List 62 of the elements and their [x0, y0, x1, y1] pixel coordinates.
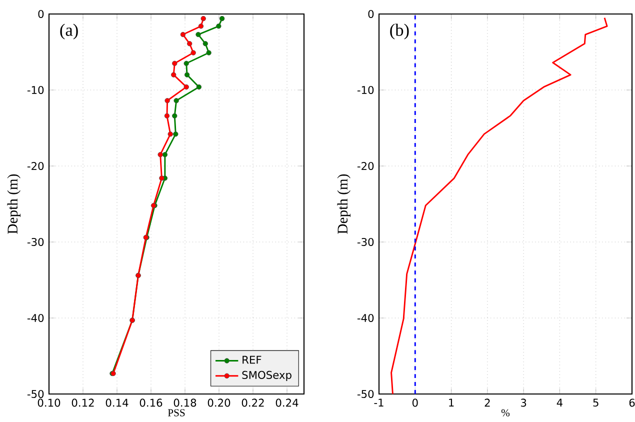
- point: [164, 98, 170, 104]
- y-tick-label: -10: [27, 86, 44, 94]
- y-axis-title: Depth (m): [7, 174, 20, 234]
- x-tick-label: 4: [556, 398, 562, 406]
- x-tick-label: 0.14: [106, 398, 128, 407]
- point: [198, 24, 204, 29]
- point: [158, 152, 163, 158]
- x-tick-label: 0.18: [174, 398, 196, 407]
- x-tick-label: 0.22: [242, 398, 264, 407]
- y-tick-label: -30: [27, 238, 44, 246]
- annotation: (b): [390, 24, 409, 40]
- legend-label: REF: [242, 356, 262, 364]
- line-series: [390, 17, 608, 394]
- point: [206, 50, 212, 56]
- x-tick-label: -1: [374, 398, 384, 406]
- x-tick-label: 3: [521, 398, 526, 407]
- y-tick-label: -20: [357, 162, 374, 170]
- y-tick-label: 0: [38, 10, 44, 18]
- y-tick-label: 0: [368, 10, 374, 18]
- point: [180, 32, 186, 38]
- x-tick-label: 0.16: [140, 398, 162, 407]
- y-tick-label: -50: [27, 390, 44, 398]
- point: [184, 84, 189, 90]
- point: [168, 131, 173, 137]
- x-tick-label: 6: [629, 398, 635, 407]
- x-axis-title: PSS: [168, 409, 185, 416]
- point: [216, 24, 222, 29]
- point: [173, 131, 178, 137]
- annotation: (a): [60, 24, 78, 40]
- point: [162, 152, 168, 158]
- y-tick-label: -10: [357, 86, 374, 94]
- x-tick-label: 0.10: [38, 398, 60, 407]
- x-tick-label: 0.24: [276, 398, 298, 407]
- point: [196, 32, 201, 38]
- x-tick-label: 2: [484, 398, 490, 407]
- point: [171, 72, 176, 78]
- point: [184, 72, 190, 78]
- y-tick-label: -40: [357, 314, 374, 322]
- y-tick-label: -40: [27, 314, 44, 322]
- point: [200, 16, 206, 22]
- x-tick-label: 0.20: [208, 398, 230, 407]
- point: [219, 16, 225, 22]
- y-tick-label: -50: [357, 390, 374, 398]
- x-axis-title: %: [501, 409, 510, 416]
- point: [172, 113, 178, 118]
- point: [172, 60, 178, 66]
- x-tick-label: 5: [593, 398, 598, 407]
- point: [164, 113, 170, 118]
- legend-label: SMOSexp: [242, 370, 292, 382]
- x-tick-label: 0.12: [72, 398, 94, 407]
- point: [187, 41, 192, 46]
- y-tick-label: -20: [27, 162, 44, 170]
- point: [196, 84, 202, 90]
- x-tick-label: 0: [412, 398, 418, 407]
- point: [202, 41, 208, 46]
- point: [184, 60, 189, 66]
- y-tick-label: -30: [357, 238, 374, 246]
- x-tick-label: 1: [449, 398, 454, 406]
- y-axis-title: Depth (m): [337, 174, 350, 234]
- point: [190, 50, 196, 56]
- point: [159, 176, 164, 181]
- point: [174, 98, 179, 104]
